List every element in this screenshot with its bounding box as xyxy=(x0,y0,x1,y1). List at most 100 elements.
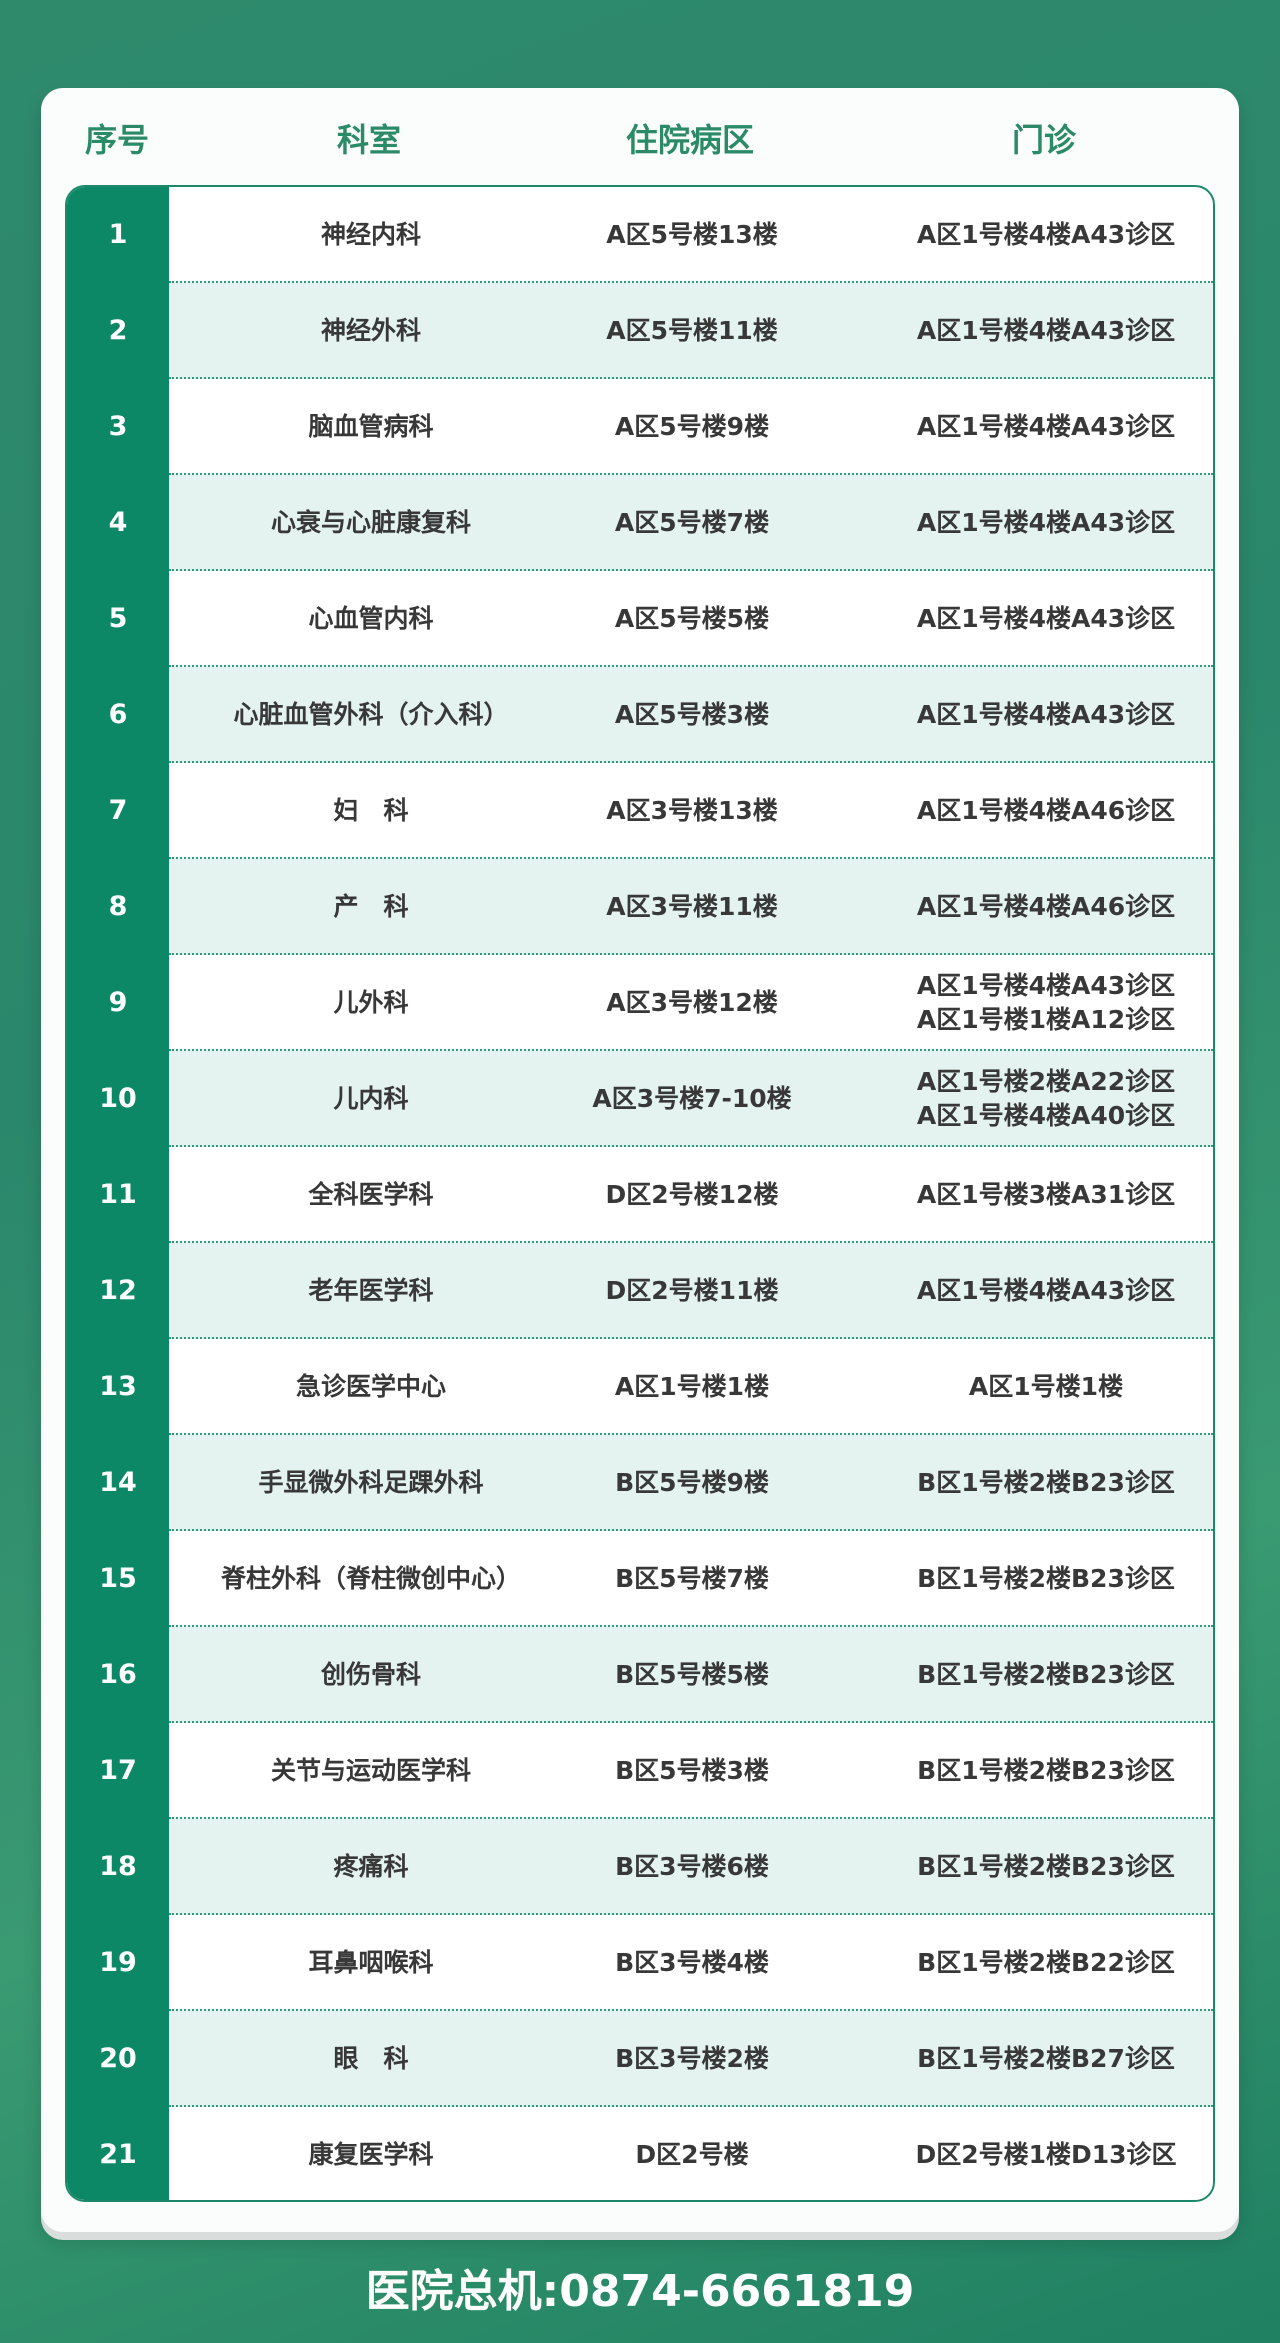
row-seq: 20 xyxy=(99,2043,137,2074)
row-seq: 8 xyxy=(108,891,128,922)
row-clinic: A区1号楼2楼A22诊区 A区1号楼4楼A40诊区 xyxy=(917,1065,1175,1133)
row-ward: A区5号楼5楼 xyxy=(614,604,770,633)
clinic-line: A区1号楼4楼A43诊区 xyxy=(916,412,1176,441)
clinic-line: A区1号楼4楼A43诊区 xyxy=(916,604,1176,633)
row-background xyxy=(169,283,1213,379)
clinic-line: A区1号楼4楼A43诊区 xyxy=(916,1276,1176,1305)
row-dept: 创伤骨科 xyxy=(320,1660,422,1689)
row-background xyxy=(169,859,1213,955)
row-seq: 14 xyxy=(99,1467,137,1498)
row-seq: 11 xyxy=(99,1179,137,1210)
row-seq: 9 xyxy=(108,987,128,1018)
row-dept: 心血管内科 xyxy=(308,604,434,633)
table-row: 7 妇 科 A区3号楼13楼 A区1号楼4楼A46诊区 xyxy=(67,763,1213,859)
row-dept: 眼 科 xyxy=(333,2044,409,2073)
row-clinic: A区1号楼4楼A43诊区 xyxy=(917,218,1175,252)
seq-column-strip xyxy=(67,187,169,2200)
clinic-line: A区1号楼2楼A22诊区 xyxy=(916,1067,1176,1096)
row-background xyxy=(169,1435,1213,1531)
row-ward: B区3号楼2楼 xyxy=(615,2044,769,2073)
row-background xyxy=(169,379,1213,475)
clinic-line: A区1号楼4楼A40诊区 xyxy=(916,1101,1176,1130)
row-clinic: B区1号楼2楼B22诊区 xyxy=(917,1946,1175,1980)
header-clinic: 门诊 xyxy=(1011,121,1077,159)
row-clinic: A区1号楼1楼 xyxy=(969,1370,1123,1404)
row-dept: 妇 科 xyxy=(333,796,409,825)
table-row: 20 眼 科 B区3号楼2楼 B区1号楼2楼B27诊区 xyxy=(67,2011,1213,2107)
row-seq: 3 xyxy=(108,411,128,442)
row-seq: 10 xyxy=(99,1083,137,1114)
row-seq: 1 xyxy=(108,219,128,250)
row-dept: 儿外科 xyxy=(333,988,409,1017)
row-ward: B区5号楼3楼 xyxy=(615,1756,769,1785)
row-ward: A区5号楼3楼 xyxy=(614,700,770,729)
table-row: 16 创伤骨科 B区5号楼5楼 B区1号楼2楼B23诊区 xyxy=(67,1627,1213,1723)
row-dept: 关节与运动医学科 xyxy=(270,1756,472,1785)
header-seq: 序号 xyxy=(84,121,150,159)
row-dept: 脑血管病科 xyxy=(308,412,434,441)
clinic-line: A区1号楼4楼A43诊区 xyxy=(916,508,1176,537)
row-dept: 急诊医学中心 xyxy=(295,1372,447,1401)
clinic-line: B区1号楼2楼B23诊区 xyxy=(917,1468,1175,1497)
row-seq: 12 xyxy=(99,1275,137,1306)
table-row: 14 手显微外科足踝外科 B区5号楼9楼 B区1号楼2楼B23诊区 xyxy=(67,1435,1213,1531)
row-background xyxy=(169,1243,1213,1339)
table-row: 15 脊柱外科（脊柱微创中心） B区5号楼7楼 B区1号楼2楼B23诊区 xyxy=(67,1531,1213,1627)
clinic-line: D区2号楼1楼D13诊区 xyxy=(915,2140,1177,2169)
row-background xyxy=(169,667,1213,763)
table-row: 6 心脏血管外科（介入科） A区5号楼3楼 A区1号楼4楼A43诊区 xyxy=(67,667,1213,763)
table-row: 8 产 科 A区3号楼11楼 A区1号楼4楼A46诊区 xyxy=(67,859,1213,955)
row-ward: B区3号楼4楼 xyxy=(615,1948,769,1977)
table-row: 17 关节与运动医学科 B区5号楼3楼 B区1号楼2楼B23诊区 xyxy=(67,1723,1213,1819)
table-row: 11 全科医学科 D区2号楼12楼 A区1号楼3楼A31诊区 xyxy=(67,1147,1213,1243)
row-background xyxy=(169,1627,1213,1723)
table-row: 12 老年医学科 D区2号楼11楼 A区1号楼4楼A43诊区 xyxy=(67,1243,1213,1339)
row-dept: 手显微外科足踝外科 xyxy=(258,1468,484,1497)
row-ward: A区3号楼13楼 xyxy=(606,796,778,825)
table-row: 10 儿内科 A区3号楼7-10楼 A区1号楼2楼A22诊区 A区1号楼4楼A40诊区 xyxy=(67,1051,1213,1147)
row-seq: 4 xyxy=(108,507,128,538)
row-dept: 神经外科 xyxy=(320,316,422,345)
row-clinic: A区1号楼3楼A31诊区 xyxy=(917,1178,1175,1212)
row-seq: 5 xyxy=(108,603,128,634)
table-row: 13 急诊医学中心 A区1号楼1楼 A区1号楼1楼 xyxy=(67,1339,1213,1435)
row-seq: 17 xyxy=(99,1755,137,1786)
clinic-line: A区1号楼4楼A46诊区 xyxy=(916,892,1176,921)
row-seq: 16 xyxy=(99,1659,137,1690)
clinic-line: A区1号楼4楼A46诊区 xyxy=(916,796,1176,825)
row-ward: D区2号楼12楼 xyxy=(605,1180,779,1209)
row-background xyxy=(169,187,1213,283)
row-clinic: B区1号楼2楼B27诊区 xyxy=(917,2042,1175,2076)
row-ward: B区5号楼5楼 xyxy=(615,1660,769,1689)
row-background xyxy=(169,1819,1213,1915)
row-seq: 7 xyxy=(108,795,128,826)
row-seq: 6 xyxy=(108,699,128,730)
row-clinic: A区1号楼4楼A43诊区 xyxy=(917,1274,1175,1308)
clinic-line: A区1号楼4楼A43诊区 xyxy=(916,220,1176,249)
row-clinic: B区1号楼2楼B23诊区 xyxy=(917,1562,1175,1596)
table-row: 4 心衰与心脏康复科 A区5号楼7楼 A区1号楼4楼A43诊区 xyxy=(67,475,1213,571)
row-clinic: A区1号楼4楼A43诊区 A区1号楼1楼A12诊区 xyxy=(917,969,1175,1037)
row-ward: B区5号楼7楼 xyxy=(615,1564,769,1593)
row-ward: A区3号楼7-10楼 xyxy=(592,1084,792,1113)
row-seq: 19 xyxy=(99,1947,137,1978)
row-seq: 18 xyxy=(99,1851,137,1882)
row-background xyxy=(169,1723,1213,1819)
row-ward: A区3号楼12楼 xyxy=(606,988,778,1017)
row-clinic: B区1号楼2楼B23诊区 xyxy=(917,1850,1175,1884)
row-background xyxy=(169,955,1213,1051)
table-row: 9 儿外科 A区3号楼12楼 A区1号楼4楼A43诊区 A区1号楼1楼A12诊区 xyxy=(67,955,1213,1051)
clinic-line: B区1号楼2楼B23诊区 xyxy=(917,1756,1175,1785)
row-seq: 15 xyxy=(99,1563,137,1594)
row-ward: A区5号楼7楼 xyxy=(614,508,770,537)
row-clinic: B区1号楼2楼B23诊区 xyxy=(917,1466,1175,1500)
row-background xyxy=(169,1051,1213,1147)
clinic-line: B区1号楼2楼B22诊区 xyxy=(917,1948,1175,1977)
row-ward: A区5号楼9楼 xyxy=(614,412,770,441)
clinic-line: A区1号楼4楼A43诊区 xyxy=(916,700,1176,729)
table-header: 序号 科室 住院病区 门诊 xyxy=(41,115,1239,165)
row-seq: 21 xyxy=(99,2139,137,2170)
row-dept: 老年医学科 xyxy=(308,1276,434,1305)
row-dept: 儿内科 xyxy=(333,1084,409,1113)
clinic-line: A区1号楼4楼A43诊区 xyxy=(916,316,1176,345)
